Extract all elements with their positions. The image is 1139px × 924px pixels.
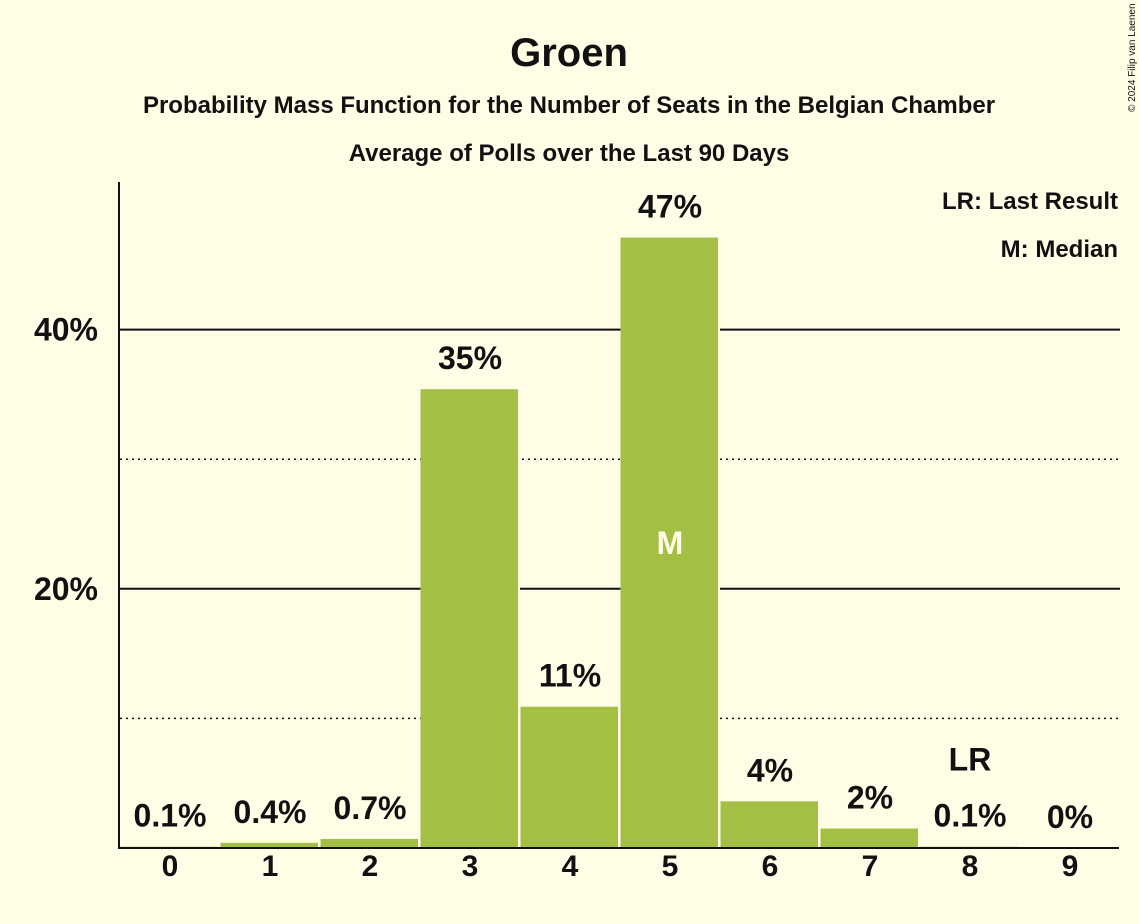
bar [220,842,319,848]
copyright-notice: © 2024 Filip van Laenen [1127,3,1138,112]
bar [520,706,619,848]
bar [720,801,819,848]
x-tick-label: 9 [1062,850,1079,883]
last-result-marker: LR [949,742,992,778]
data-labels: 0.1% 0.4% 0.7% 35% 11% 47% M 4% 2% 0.1% LR 0% [134,189,1094,835]
data-label: 0.1% [934,798,1007,834]
median-marker: M [657,525,684,561]
data-label: 47% [638,189,702,225]
chart-subtitle: Probability Mass Function for the Number… [143,92,995,119]
legend-median: M: Median [1001,236,1118,263]
legend-last-result: LR: Last Result [942,188,1118,215]
bar [820,828,919,848]
chart-subtitle-2: Average of Polls over the Last 90 Days [349,140,790,167]
data-label: 11% [539,658,601,694]
data-label: 0.1% [134,798,207,834]
x-tick-label: 1 [262,850,279,883]
data-label: 0% [1047,799,1093,835]
data-label: 0.7% [334,790,407,826]
bars [120,237,1020,849]
bar [620,237,719,849]
data-label: 35% [438,340,502,376]
data-label: 2% [847,780,893,816]
x-axis-ticks: 0 1 2 3 4 5 6 7 8 9 [162,850,1079,883]
x-tick-label: 6 [762,850,779,883]
chart-title: Groen [510,31,628,75]
bar [420,389,519,848]
x-tick-label: 7 [862,850,879,883]
y-tick-label: 40% [34,312,98,348]
x-tick-label: 4 [562,850,579,883]
data-label: 0.4% [234,794,307,830]
x-tick-label: 3 [462,850,479,883]
x-tick-label: 0 [162,850,179,883]
x-tick-label: 5 [662,850,679,883]
gridlines [120,328,1120,720]
y-tick-label: 20% [34,571,98,607]
x-tick-label: 8 [962,850,979,883]
data-label: 4% [747,752,793,788]
y-axis-ticks: 20% 40% [34,312,98,607]
x-tick-label: 2 [362,850,379,883]
bar [320,838,419,848]
